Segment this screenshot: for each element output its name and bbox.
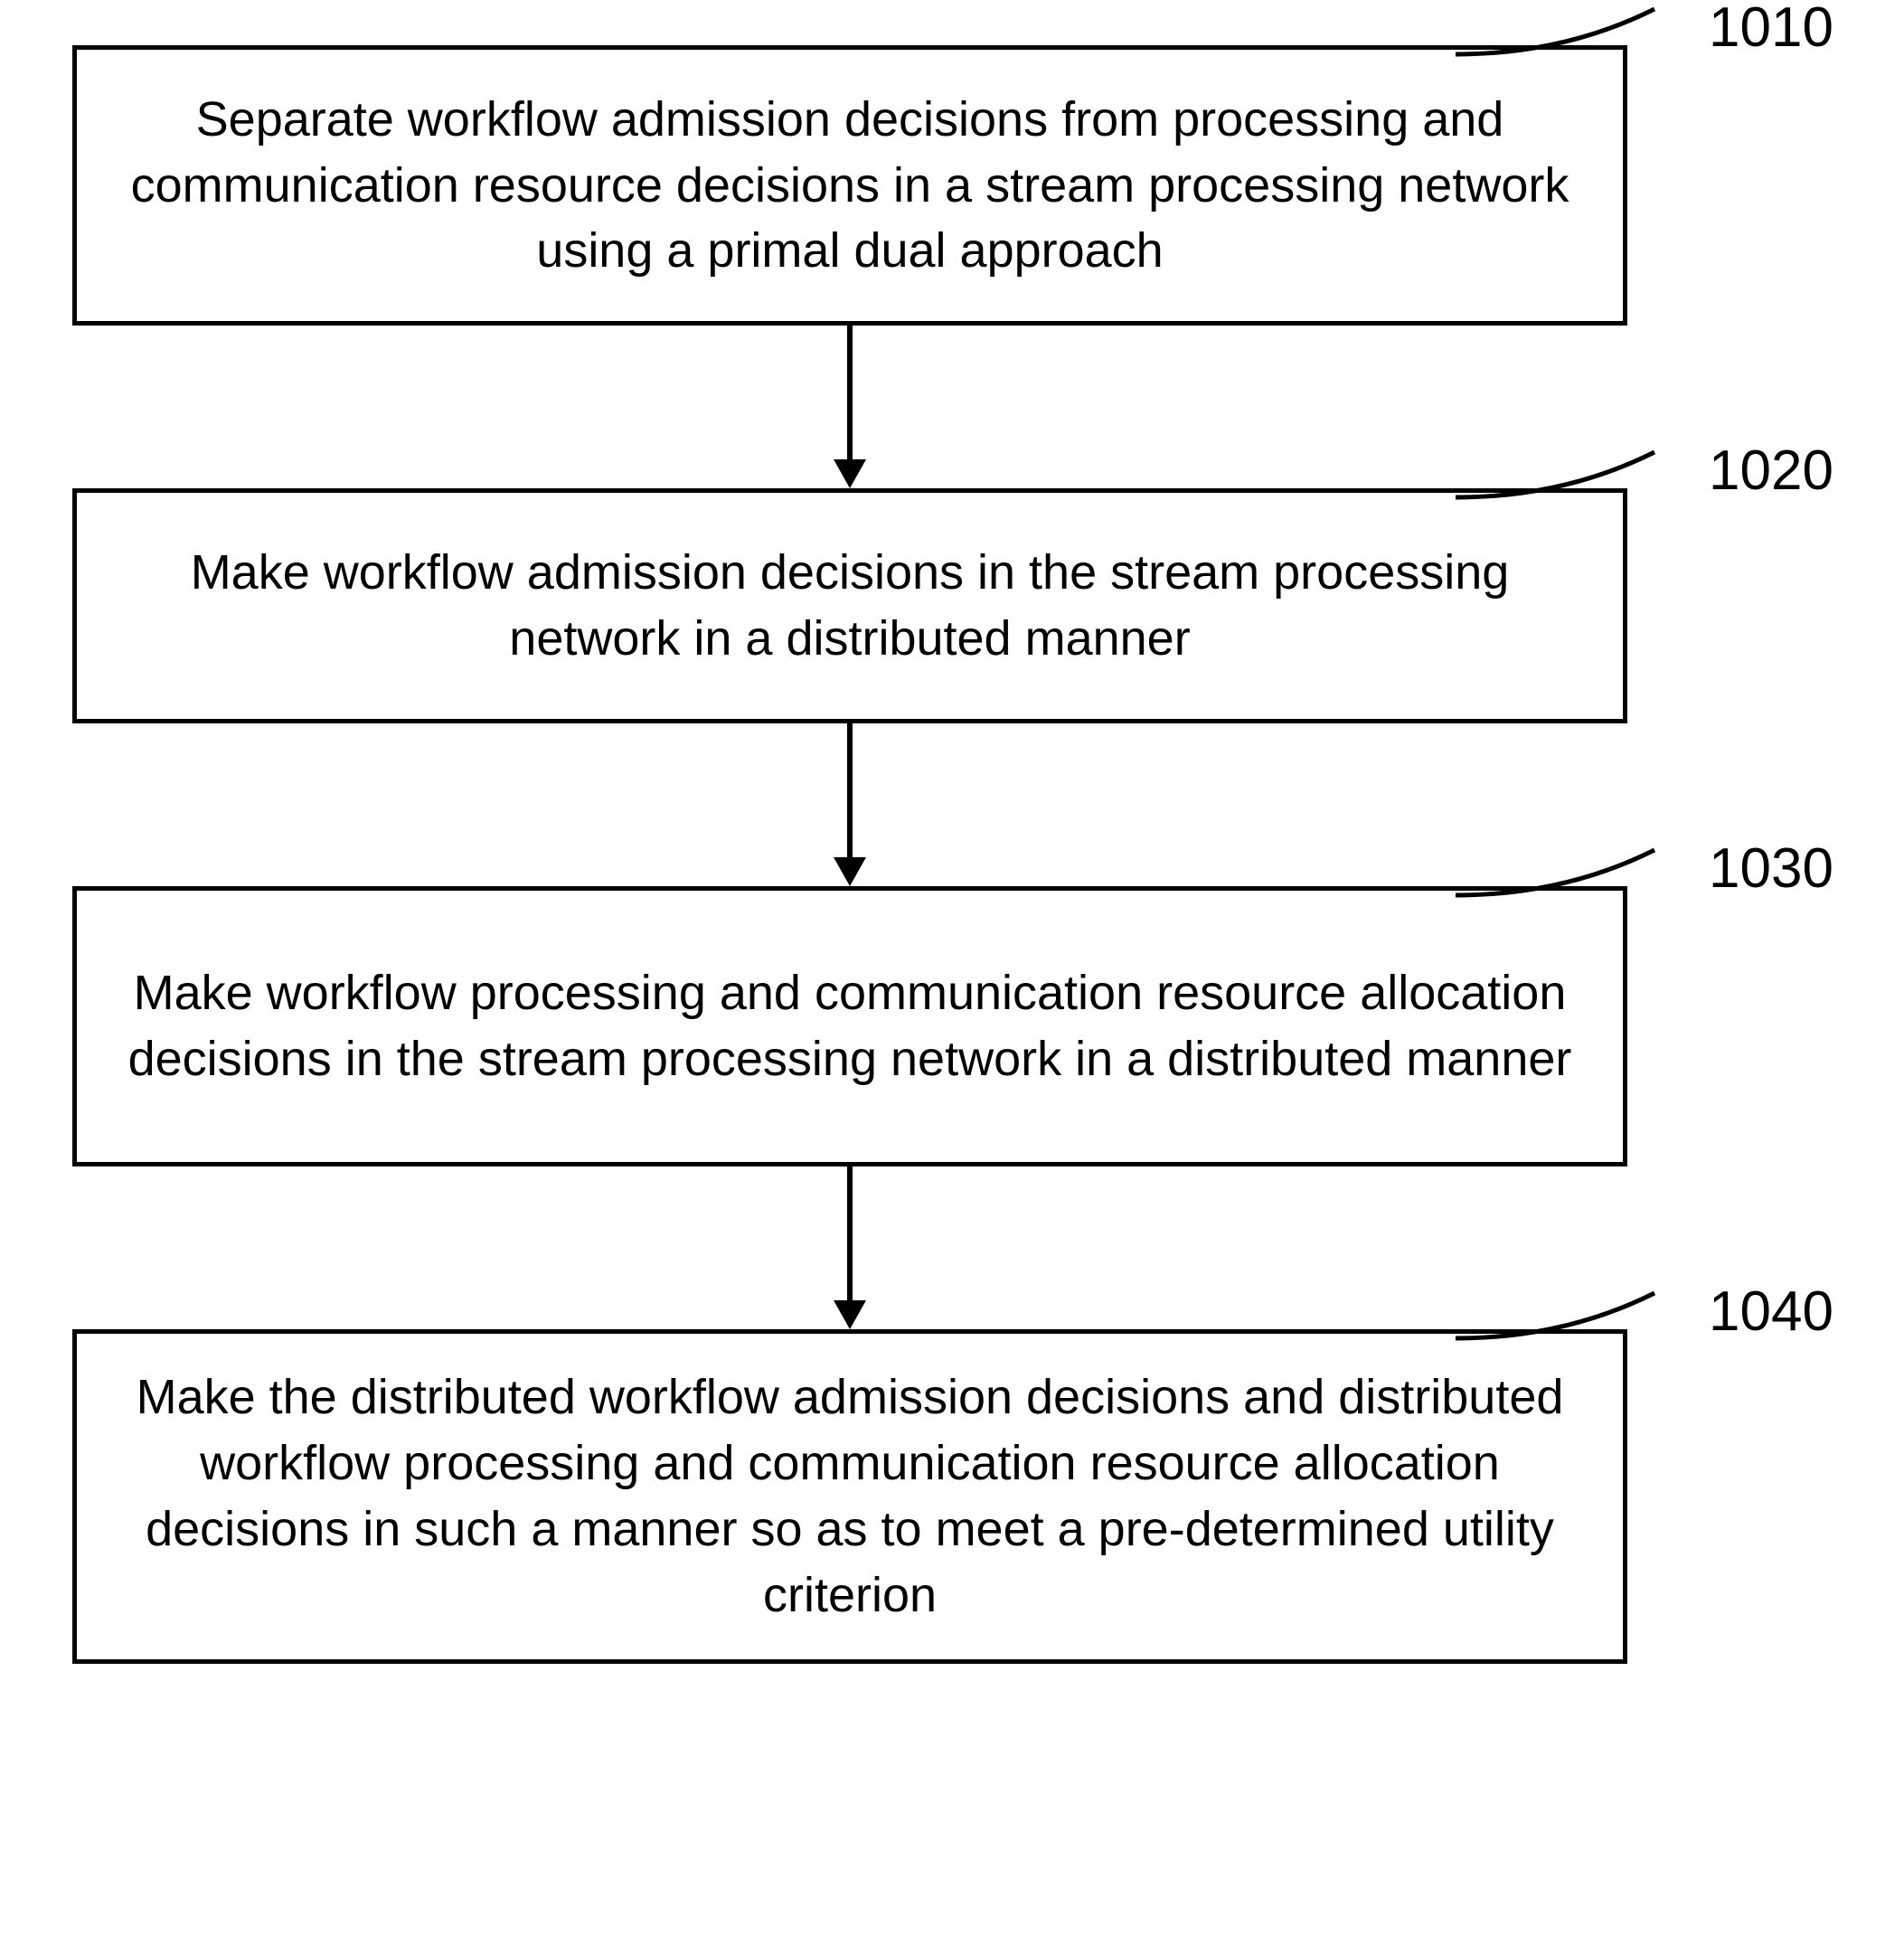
leader-line	[1456, 845, 1709, 927]
flowchart-container: 1010 Separate workflow admission decisio…	[72, 45, 1832, 1664]
flowchart-connector	[72, 326, 1627, 488]
leader-line	[1456, 1289, 1709, 1370]
flowchart-node: 1020 Make workflow admission decisions i…	[72, 488, 1832, 723]
flowchart-connector	[72, 1166, 1627, 1329]
node-label: 1010	[1709, 0, 1833, 60]
leader-line	[1456, 5, 1709, 86]
flowchart-node: 1030 Make workflow processing and commun…	[72, 886, 1832, 1166]
flowchart-node: 1010 Separate workflow admission decisio…	[72, 45, 1832, 326]
node-box: Make the distributed workflow admission …	[72, 1329, 1627, 1664]
node-text: Make workflow admission decisions in the…	[122, 540, 1578, 672]
arrow-down-icon	[823, 723, 877, 886]
node-label: 1020	[1709, 439, 1833, 503]
node-text: Make workflow processing and communicati…	[122, 960, 1578, 1092]
flowchart-node: 1040 Make the distributed workflow admis…	[72, 1329, 1832, 1664]
arrow-down-icon	[823, 1166, 877, 1329]
node-label: 1030	[1709, 836, 1833, 901]
node-box: Separate workflow admission decisions fr…	[72, 45, 1627, 326]
node-box: Make workflow admission decisions in the…	[72, 488, 1627, 723]
arrow-down-icon	[823, 326, 877, 488]
flowchart-connector	[72, 723, 1627, 886]
leader-line	[1456, 448, 1709, 529]
node-box: Make workflow processing and communicati…	[72, 886, 1627, 1166]
node-text: Separate workflow admission decisions fr…	[122, 87, 1578, 285]
node-text: Make the distributed workflow admission …	[122, 1365, 1578, 1629]
node-label: 1040	[1709, 1280, 1833, 1344]
